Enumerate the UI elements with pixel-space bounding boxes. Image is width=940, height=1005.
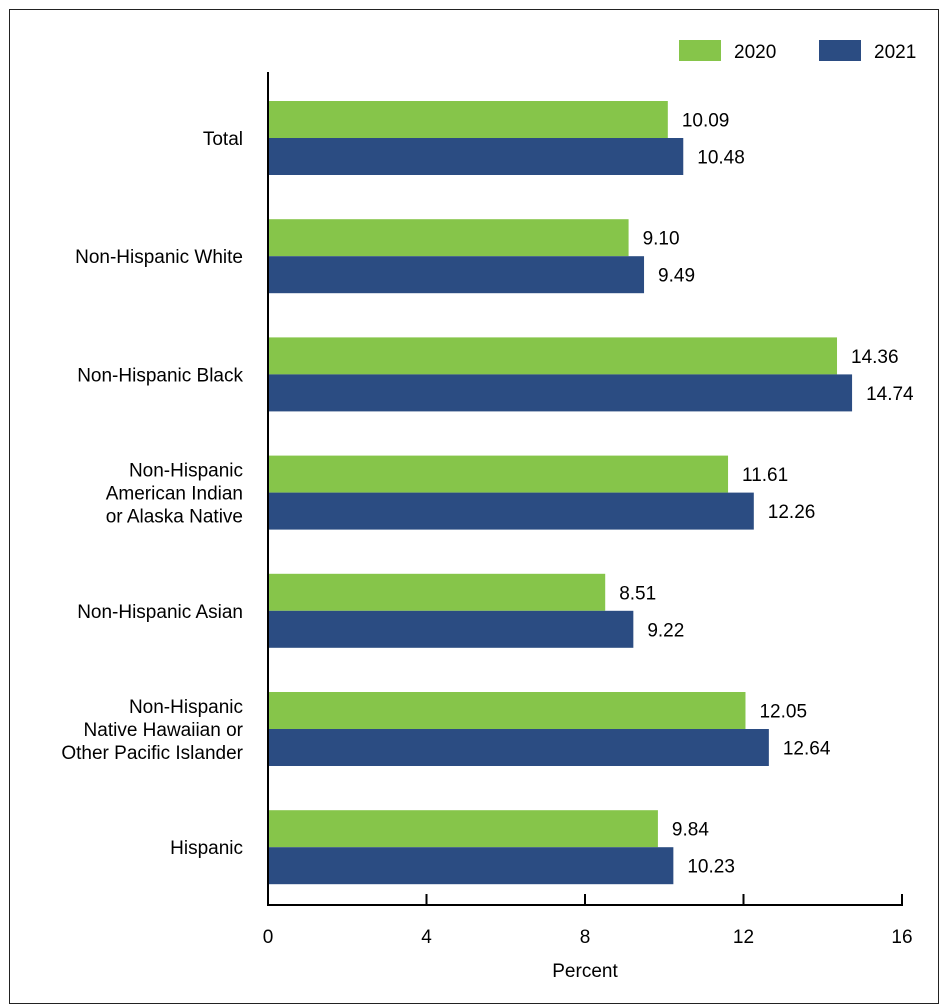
category-label-line: Native Hawaiian or [84, 720, 244, 741]
category-label-line: Non-Hispanic White [75, 247, 243, 268]
bar-2020-2 [268, 337, 838, 375]
data-label-2020-3: 11.61 [742, 465, 788, 486]
data-label-2021-1: 9.49 [658, 266, 695, 287]
bar-2020-6 [268, 810, 658, 848]
category-label-line: Non-Hispanic [129, 697, 243, 718]
data-label-2021-0: 10.48 [697, 148, 745, 169]
x-axis-title: Percent [552, 961, 618, 982]
data-label-2020-4: 8.51 [619, 583, 656, 604]
category-label-line: Non-Hispanic [129, 461, 243, 482]
category-label-4: Non-Hispanic Asian [77, 602, 243, 623]
category-label-0: Total [203, 129, 243, 150]
bar-2021-1 [268, 256, 645, 294]
data-label-2020-2: 14.36 [851, 347, 899, 368]
data-label-2021-6: 10.23 [687, 857, 735, 878]
data-label-2021-3: 12.26 [768, 502, 816, 523]
x-tick-label-0: 0 [263, 927, 274, 948]
data-label-2020-6: 9.84 [672, 820, 709, 841]
x-tick-label-1: 4 [421, 927, 432, 948]
data-label-2020-1: 9.10 [643, 229, 680, 250]
legend-label-2021: 2021 [874, 42, 916, 63]
data-label-2020-0: 10.09 [682, 111, 730, 132]
legend: 2020 2021 [679, 40, 916, 63]
bar-2021-3 [268, 492, 754, 530]
category-label-2: Non-Hispanic Black [77, 365, 243, 386]
category-labels: Total Non-Hispanic White Non-Hispanic Blac… [61, 129, 243, 859]
category-label-line: or Alaska Native [106, 507, 243, 528]
category-label-3: Non-Hispanic American Indian or Alaska Nat… [106, 461, 243, 528]
bar-2021-0 [268, 138, 684, 175]
bar-2020-5 [268, 692, 746, 729]
bar-2021-5 [268, 729, 769, 766]
category-label-5: Non-Hispanic Native Hawaiian or Other Paci… [61, 697, 243, 764]
bar-2021-2 [268, 374, 853, 412]
category-label-6: Hispanic [170, 838, 243, 859]
x-tick-label-3: 12 [733, 927, 754, 948]
category-label-line: Hispanic [170, 838, 243, 859]
x-tick-label-4: 16 [891, 927, 912, 948]
bars-group: 10.09 10.48 9.10 9.49 14.36 14.74 11.61 12.26 8.… [268, 101, 914, 885]
bar-2021-4 [268, 610, 634, 648]
legend-swatch-2021 [819, 40, 861, 61]
category-label-line: Non-Hispanic Asian [77, 602, 243, 623]
category-label-1: Non-Hispanic White [75, 247, 243, 268]
bar-2020-0 [268, 101, 668, 138]
bar-2020-1 [268, 219, 629, 257]
data-label-2021-4: 9.22 [647, 620, 684, 641]
bar-2020-3 [268, 455, 729, 493]
bar-2021-6 [268, 847, 674, 885]
category-label-line: Other Pacific Islander [61, 743, 243, 764]
bar-2020-4 [268, 573, 606, 611]
category-label-line: Non-Hispanic Black [77, 365, 243, 386]
legend-swatch-2020 [679, 40, 721, 61]
data-label-2021-2: 14.74 [866, 384, 914, 405]
x-tick-label-2: 8 [580, 927, 591, 948]
category-label-line: American Indian [106, 484, 243, 505]
data-label-2020-5: 12.05 [759, 702, 807, 723]
category-label-line: Total [203, 129, 243, 150]
data-label-2021-5: 12.64 [783, 739, 831, 760]
legend-label-2020: 2020 [734, 42, 776, 63]
axes: 0 4 8 12 16 Percent [263, 72, 913, 982]
